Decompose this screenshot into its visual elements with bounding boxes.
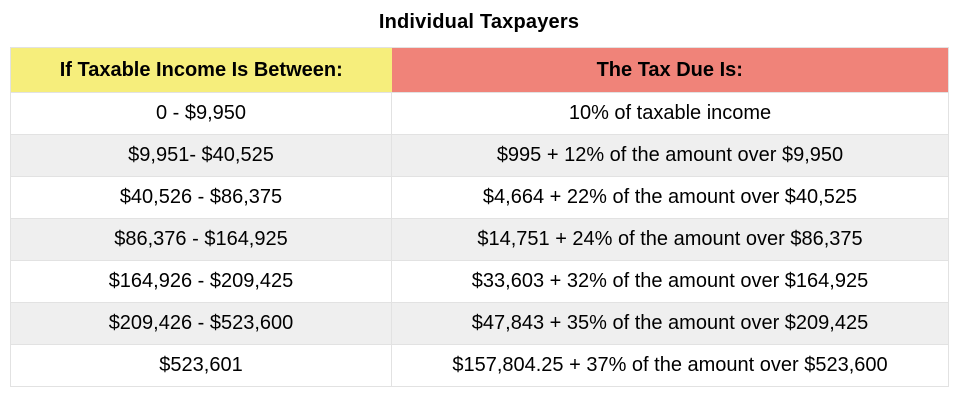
income-cell: $164,926 - $209,425: [10, 260, 392, 303]
tax-cell: $33,603 + 32% of the amount over $164,92…: [391, 260, 949, 303]
tax-cell: $995 + 12% of the amount over $9,950: [391, 134, 949, 177]
income-cell: $209,426 - $523,600: [10, 302, 392, 345]
income-cell: $40,526 - $86,375: [10, 176, 392, 219]
income-cell: 0 - $9,950: [10, 92, 392, 135]
table-row: 0 - $9,950 10% of taxable income: [10, 92, 949, 135]
header-row: If Taxable Income Is Between: The Tax Du…: [10, 47, 949, 93]
tax-cell: $4,664 + 22% of the amount over $40,525: [391, 176, 949, 219]
income-cell: $9,951- $40,525: [10, 134, 392, 177]
column-header-tax: The Tax Due Is:: [391, 47, 949, 93]
table-title: Individual Taxpayers: [378, 11, 580, 33]
income-cell: $523,601: [10, 344, 392, 387]
table-row: $164,926 - $209,425 $33,603 + 32% of the …: [10, 260, 949, 303]
income-cell: $86,376 - $164,925: [10, 218, 392, 261]
tax-cell: $14,751 + 24% of the amount over $86,375: [391, 218, 949, 261]
tax-cell: $47,843 + 35% of the amount over $209,42…: [391, 302, 949, 345]
table-row: $9,951- $40,525 $995 + 12% of the amount …: [10, 134, 949, 177]
table-row: $523,601 $157,804.25 + 37% of the amount …: [10, 344, 949, 387]
table-row: $86,376 - $164,925 $14,751 + 24% of the a…: [10, 218, 949, 261]
tax-table: If Taxable Income Is Between: The Tax Du…: [10, 47, 949, 387]
column-header-income: If Taxable Income Is Between:: [10, 47, 392, 93]
table-row: $209,426 - $523,600 $47,843 + 35% of the …: [10, 302, 949, 345]
tax-cell: 10% of taxable income: [391, 92, 949, 135]
table-body: 0 - $9,950 10% of taxable income $9,951- $…: [10, 92, 949, 387]
tax-cell: $157,804.25 + 37% of the amount over $52…: [391, 344, 949, 387]
table-row: $40,526 - $86,375 $4,664 + 22% of the amo…: [10, 176, 949, 219]
